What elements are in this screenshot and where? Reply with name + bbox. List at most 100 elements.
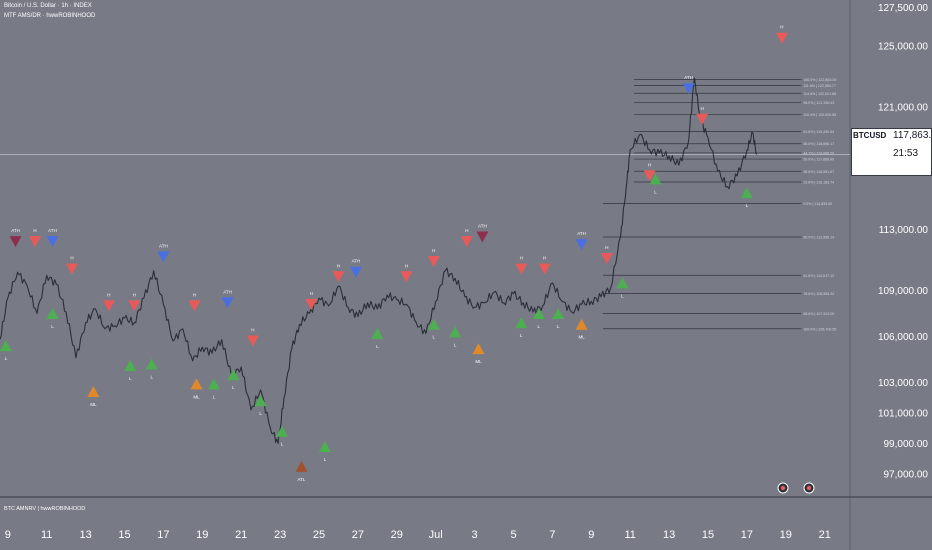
bar-countdown: 21:53 (893, 148, 919, 159)
x-tick-label: 25 (313, 529, 325, 541)
y-tick-label: 125,000.00 (878, 41, 928, 52)
signal-l-icon (0, 340, 12, 352)
signal-h-icon (102, 300, 115, 312)
signal-h-icon (775, 32, 788, 44)
signal-label: ATH (159, 243, 168, 248)
signal-label: L (654, 189, 657, 194)
x-tick-label: 23 (274, 529, 286, 541)
level-label: 50.0% | 117,666.09 (803, 158, 834, 162)
level-label: 111.8% | 122,354.77 (803, 84, 836, 88)
ticker-symbol: BTCUSD (853, 131, 887, 140)
signal-ath-icon (221, 297, 234, 309)
level-label: 100.0% | 106,700.55 (803, 327, 836, 331)
signal-label: L (281, 442, 284, 447)
level-label: 61.8% | 119,430.64 (803, 130, 834, 134)
signal-l-icon (145, 358, 158, 370)
signal-h-icon (128, 300, 141, 312)
signal-l-icon (318, 441, 331, 453)
level-label: 61.8% | 110,047.12 (803, 274, 834, 278)
signal-label: ATL (298, 477, 306, 482)
signal-label: H (405, 263, 408, 268)
event-dot-icon (806, 485, 812, 491)
x-tick-label: 7 (549, 529, 555, 541)
level-lines: 100.0% | 122,863.39 111.8% | 122,354.77 11… (602, 78, 836, 331)
signal-label: H (780, 25, 783, 30)
signal-h-icon (427, 255, 440, 267)
signal-label: H (133, 292, 136, 297)
signal-ath_dark-icon (476, 231, 489, 243)
signal-ath_dark-icon (9, 236, 22, 248)
signal-h-icon (400, 271, 413, 283)
signal-label: ML (90, 402, 97, 407)
level-label: 0.0% | 114,833.00 (803, 202, 832, 206)
level-label: 50.0% | 112,598.14 (803, 236, 834, 240)
event-dot-icon (780, 485, 786, 491)
x-tick-label: 15 (118, 529, 130, 541)
y-tick-label: 97,000.00 (884, 470, 929, 481)
chart-title: Bitcoin / U.S. Dollar · 1h · INDEX (4, 3, 92, 9)
price-line (0, 77, 758, 445)
signal-markers: ATH H ATH H H H ATH H ATH H H H ATH H H H ATH H H ATH H H ATH H… (0, 25, 815, 494)
y-tick-label: 99,000.00 (884, 439, 929, 450)
signal-ath-icon (46, 236, 59, 248)
y-tick-label: 127,500.00 (878, 3, 928, 14)
level-label: 100.0% | 122,863.39 (803, 78, 836, 82)
signal-label: L (520, 333, 523, 338)
signal-label: L (150, 374, 153, 379)
x-tick-label: 29 (391, 529, 403, 541)
signal-h-icon (188, 300, 201, 312)
signal-label: ML (193, 394, 200, 399)
x-tick-label: 9 (5, 529, 11, 541)
signal-label: ATH (478, 224, 487, 229)
signal-label: H (251, 328, 254, 333)
signal-label: L (432, 335, 435, 340)
indicator-legend[interactable]: MTF AMS/DR · hwwROBINHOOD (4, 13, 96, 19)
signal-l-icon (649, 173, 662, 185)
signal-label: L (454, 342, 457, 347)
last-price: 117,863.70 (893, 130, 932, 141)
level-label: 56.0% | 118,696.17 (803, 142, 834, 146)
signal-h-icon (246, 335, 259, 347)
x-tick-label: 17 (157, 529, 169, 541)
signal-l-icon (276, 425, 289, 437)
x-tick-label: 21 (819, 529, 831, 541)
signal-label: H (107, 292, 110, 297)
x-tick-label: 27 (352, 529, 364, 541)
signal-l-icon (371, 327, 384, 339)
x-tick-label: 15 (702, 529, 714, 541)
signal-atl-icon (295, 460, 308, 472)
signal-label: ATH (577, 231, 586, 236)
signal-label: H (465, 228, 468, 233)
price-series (0, 77, 758, 445)
signal-label: H (520, 256, 523, 261)
y-tick-label: 106,000.00 (878, 332, 928, 343)
signal-h-icon (29, 236, 42, 248)
signal-h-icon (696, 113, 709, 125)
x-tick-label: 21 (235, 529, 247, 541)
signal-label: ATH (223, 289, 232, 294)
y-tick-label: 101,000.00 (878, 408, 928, 419)
signal-label: L (746, 203, 749, 208)
y-tick-label: 121,000.00 (878, 103, 928, 114)
signal-ml-icon (190, 378, 203, 390)
level-label: 78.6% | 108,954.32 (803, 292, 834, 296)
signal-label: H (648, 162, 651, 167)
signal-l-icon (449, 326, 462, 338)
signal-label: L (557, 324, 560, 329)
signal-label: H (701, 106, 704, 111)
x-tick-label: Jul (429, 529, 443, 541)
signal-label: L (129, 376, 132, 381)
signal-h-icon (643, 170, 656, 182)
signal-l-icon (532, 307, 545, 319)
signal-label: H (543, 256, 546, 261)
y-tick-label: 103,000.00 (878, 378, 928, 389)
signal-h-icon (65, 263, 78, 275)
signal-h-icon (515, 263, 528, 275)
sub-pane-label: BTC AMNRV | hwwROBINHOOD (4, 506, 86, 512)
signal-label: L (376, 344, 379, 349)
x-tick-label: 9 (588, 529, 594, 541)
signal-label: L (213, 394, 216, 399)
signal-h-icon (332, 271, 345, 283)
level-label: 110.4% | 120,520.55 (803, 113, 836, 117)
